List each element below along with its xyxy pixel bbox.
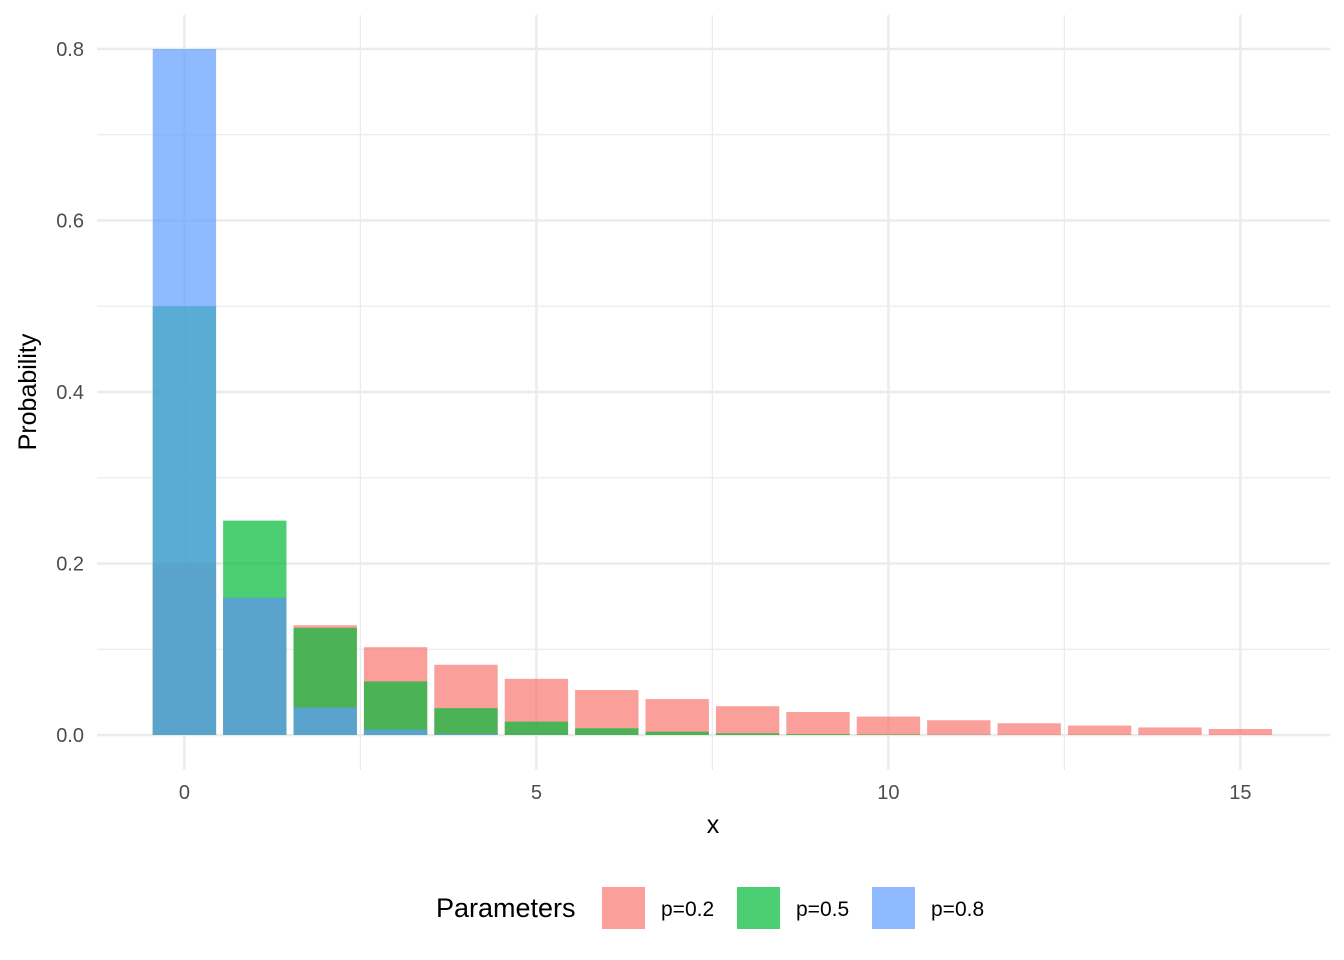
bar-p=0.2-x15 xyxy=(1208,728,1273,735)
x-tick-label: 0 xyxy=(179,782,190,804)
y-tick-label: 0.0 xyxy=(56,725,84,747)
bar-p=0.5-x6 xyxy=(575,728,639,735)
legend-label-p=0.5: p=0.5 xyxy=(796,898,849,921)
y-tick-label: 0.2 xyxy=(56,554,84,576)
legend-key-p=0.5 xyxy=(737,887,780,929)
bar-p=0.2-x14 xyxy=(1138,727,1202,735)
bar-p=0.8-x0 xyxy=(152,49,217,735)
x-axis-ticks: 0 5 10 15 xyxy=(179,782,1252,804)
bar-p=0.8-x1 xyxy=(223,597,287,735)
bar-p=0.8-x4 xyxy=(434,733,498,735)
legend-items: p=0.2 p=0.5 p=0.8 xyxy=(602,887,984,929)
series-p=0.5 xyxy=(152,306,1132,735)
legend-key-p=0.8 xyxy=(872,887,915,929)
bar-p=0.2-x7 xyxy=(645,699,709,735)
series-p=0.8 xyxy=(152,49,639,735)
bar-p=0.8-x3 xyxy=(363,729,428,735)
bar-p=0.2-x12 xyxy=(997,723,1061,735)
bar-p=0.2-x13 xyxy=(1067,725,1132,735)
x-axis-title: x xyxy=(707,811,720,839)
x-tick-label: 5 xyxy=(531,782,542,804)
bar-p=0.8-x2 xyxy=(293,707,357,735)
legend: Parameters p=0.2 p=0.5 p=0.8 xyxy=(436,887,984,929)
bar-p=0.5-x8 xyxy=(715,733,780,735)
y-axis-title: Probability xyxy=(14,333,42,450)
legend-title: Parameters xyxy=(436,893,576,923)
bars xyxy=(152,49,1273,735)
bar-p=0.5-x9 xyxy=(786,734,850,735)
y-tick-label: 0.4 xyxy=(56,382,84,404)
bar-p=0.5-x4 xyxy=(434,708,498,735)
legend-label-p=0.8: p=0.8 xyxy=(931,898,984,921)
bar-p=0.2-x8 xyxy=(715,706,780,735)
legend-label-p=0.2: p=0.2 xyxy=(661,898,714,921)
y-tick-label: 0.6 xyxy=(56,211,84,233)
legend-item-p=0.8: p=0.8 xyxy=(872,887,984,929)
bar-p=0.5-x5 xyxy=(504,721,569,735)
legend-item-p=0.5: p=0.5 xyxy=(737,887,849,929)
x-tick-label: 15 xyxy=(1229,782,1251,804)
bar-p=0.2-x11 xyxy=(927,720,991,735)
y-axis-ticks: 0.0 0.2 0.4 0.6 0.8 xyxy=(56,39,84,747)
legend-item-p=0.2: p=0.2 xyxy=(602,887,714,929)
x-tick-label: 10 xyxy=(877,782,899,804)
y-tick-label: 0.8 xyxy=(56,39,84,61)
bar-p=0.5-x7 xyxy=(645,731,709,735)
bar-p=0.5-x3 xyxy=(363,681,428,735)
bar-p=0.2-x6 xyxy=(575,690,639,735)
bar-p=0.2-x10 xyxy=(856,716,921,735)
bar-p=0.2-x9 xyxy=(786,712,850,735)
legend-key-p=0.2 xyxy=(602,887,645,929)
